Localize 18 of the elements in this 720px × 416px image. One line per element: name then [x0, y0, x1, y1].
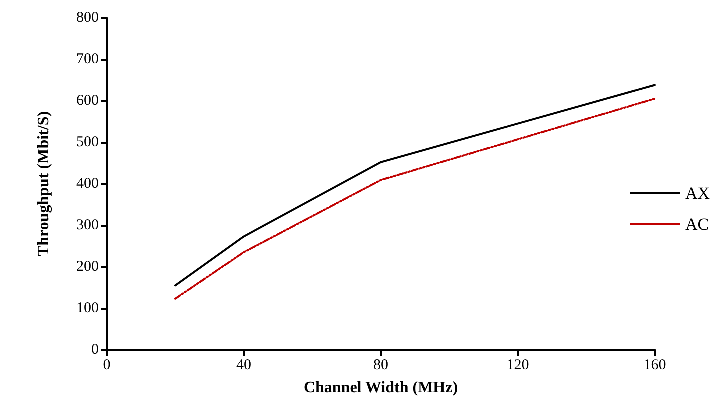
y-tick-label: 0: [92, 342, 99, 358]
y-tick-label: 600: [76, 93, 99, 109]
legend-label: AC: [685, 215, 710, 234]
y-axis-title: Throughput (Mbit/S): [36, 111, 52, 257]
x-tick-label: 0: [103, 358, 111, 374]
y-tick-label: 200: [76, 259, 99, 275]
y-tick-label: 700: [76, 52, 99, 68]
y-tick-label: 300: [76, 218, 99, 234]
x-tick-label: 160: [644, 358, 666, 374]
x-tick-label: 40: [236, 358, 252, 374]
legend-label: AX: [685, 184, 710, 203]
y-tick-label: 400: [76, 176, 99, 192]
y-tick-label: 500: [76, 134, 99, 150]
x-tick-label: 120: [506, 358, 530, 374]
x-tick-label: 80: [374, 358, 388, 374]
y-tick-label: 800: [76, 10, 99, 26]
x-axis-title: Channel Width (MHz): [304, 380, 458, 396]
y-tick-label: 100: [76, 300, 99, 316]
